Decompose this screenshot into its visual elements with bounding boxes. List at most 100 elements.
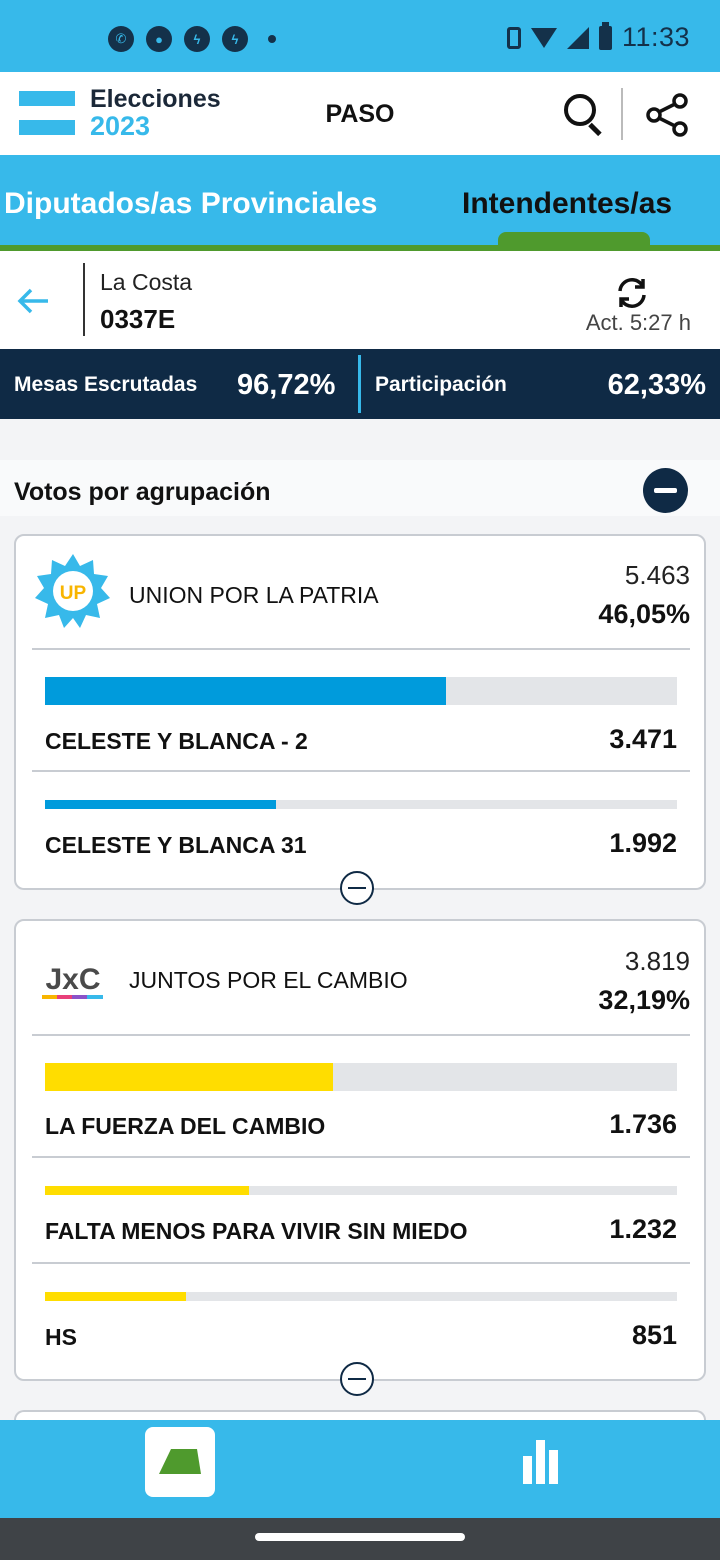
header-divider [621, 88, 623, 140]
logo-line2: 2023 [90, 111, 151, 141]
juntos-por-el-cambio-logo: JxC [34, 937, 112, 1015]
participacion-value: 62,33% [607, 369, 706, 401]
mesas-label: Mesas Escrutadas [14, 373, 198, 396]
signal-icon [566, 26, 589, 49]
nav-stats-button[interactable] [520, 1440, 560, 1484]
wifi-icon [530, 27, 557, 48]
location-name: La Costa [100, 269, 193, 295]
refresh-icon [618, 278, 646, 308]
collapse-card-button[interactable] [340, 1362, 374, 1396]
participacion-label: Participación [375, 373, 507, 396]
location-bar: La Costa 0337E Act. 5:27 h [0, 251, 720, 349]
list-item: HS 851 [16, 1292, 706, 1352]
list-bar-fill [45, 1186, 250, 1195]
section-title: Votos por agrupación [14, 478, 271, 506]
bar-chart-icon-bar [549, 1450, 558, 1484]
mesas-value: 96,72% [237, 369, 336, 401]
stats-divider [358, 355, 361, 413]
party-name: JUNTOS POR EL CAMBIO [129, 967, 408, 993]
list-item: CELESTE Y BLANCA - 2 3.471 [16, 677, 706, 767]
card-separator [32, 1034, 690, 1036]
active-tab-indicator [498, 232, 650, 246]
section-header: Votos por agrupación [0, 460, 720, 516]
ballot-icon [159, 1449, 201, 1474]
list-name: HS [45, 1324, 77, 1350]
search-icon [564, 94, 596, 126]
list-bar-track [45, 800, 677, 809]
union-por-la-patria-logo: UP [34, 552, 112, 630]
whatsapp-icon: ✆ [108, 26, 134, 52]
nav-votes-button[interactable] [145, 1427, 215, 1497]
list-bar-fill [45, 1063, 333, 1091]
vibrate-icon [506, 26, 521, 49]
list-name: CELESTE Y BLANCA - 2 [45, 728, 308, 754]
bottom-nav [0, 1420, 720, 1518]
card-separator [32, 1262, 690, 1264]
search-button[interactable] [558, 92, 608, 138]
share-button[interactable] [644, 92, 692, 138]
last-update: Act. 5:27 h [585, 310, 691, 335]
flag-logo-icon [19, 91, 75, 149]
app-logo[interactable]: Elecciones 2023 [90, 86, 221, 140]
list-bar-fill [45, 800, 276, 809]
clock: 11:33 [621, 22, 690, 52]
list-name: FALTA MENOS PARA VIVIR SIN MIEDO [45, 1218, 468, 1244]
status-bar: ✆ ● ϟ ϟ 11:33 [0, 0, 720, 72]
more-notifications-dot [268, 35, 276, 43]
list-name: CELESTE Y BLANCA 31 [45, 832, 307, 858]
card-separator [32, 1156, 690, 1158]
jxc-logo-icon: JxC [42, 963, 103, 999]
app-header: Elecciones 2023 PASO [0, 72, 720, 155]
system-status: 11:33 [506, 21, 690, 53]
list-item: CELESTE Y BLANCA 31 1.992 [16, 800, 706, 860]
sun-logo-icon: UP [35, 554, 110, 628]
card-separator [32, 648, 690, 650]
search-icon-handle [588, 122, 602, 137]
back-button[interactable] [14, 281, 54, 321]
logo-line1: Elecciones [90, 85, 221, 113]
battery-icon [598, 21, 612, 50]
messenger-icon: ϟ [184, 26, 210, 52]
collapse-card-button[interactable] [340, 871, 374, 905]
party-logo-text: JxC [45, 963, 100, 996]
system-nav-bar [0, 1518, 720, 1560]
tab-diputados[interactable]: Diputados/as Provinciales [4, 187, 378, 220]
party-percent: 46,05% [598, 599, 690, 629]
tabs-underline [0, 245, 720, 251]
party-percent: 32,19% [598, 985, 690, 1015]
tab-intendentes[interactable]: Intendentes/as [462, 187, 673, 220]
home-gesture-bar[interactable] [255, 1533, 465, 1541]
list-name: LA FUERZA DEL CAMBIO [45, 1113, 326, 1139]
refresh-button[interactable] [612, 273, 652, 313]
party-card[interactable]: JxC JUNTOS POR EL CAMBIO 3.819 32,19% LA… [14, 919, 706, 1396]
party-votes: 5.463 [624, 560, 690, 590]
category-tabs: Diputados/as Provinciales Intendentes/as [0, 155, 720, 251]
list-votes: 851 [631, 1320, 677, 1350]
notification-icons: ✆ ● ϟ ϟ [108, 26, 276, 52]
list-votes: 1.736 [609, 1109, 677, 1139]
list-item: FALTA MENOS PARA VIVIR SIN MIEDO 1.232 [16, 1186, 706, 1246]
share-icon [646, 93, 688, 137]
collapse-section-button[interactable] [643, 468, 688, 513]
messenger-icon: ϟ [222, 26, 248, 52]
party-votes: 3.819 [624, 946, 690, 976]
party-logo-text: UP [60, 583, 87, 604]
list-bar-track [45, 1063, 677, 1091]
list-item: LA FUERZA DEL CAMBIO 1.736 [16, 1063, 706, 1153]
party-card[interactable]: UP UNION POR LA PATRIA 5.463 46,05% CELE… [14, 534, 706, 905]
list-bar-track [45, 1186, 677, 1195]
list-bar-fill [45, 1292, 186, 1301]
chat-icon: ● [146, 26, 172, 52]
list-bar-fill [45, 677, 447, 705]
location-code: 0337E [100, 304, 176, 334]
bar-chart-icon-bar [536, 1440, 545, 1484]
list-bar-track [45, 1292, 677, 1301]
list-votes: 1.992 [609, 828, 677, 858]
party-name: UNION POR LA PATRIA [129, 582, 379, 608]
list-bar-track [45, 677, 677, 705]
list-votes: 1.232 [609, 1214, 677, 1244]
list-votes: 3.471 [609, 724, 677, 754]
card-separator [32, 770, 690, 772]
arrow-left-icon [17, 288, 48, 314]
stats-bar: Mesas Escrutadas 96,72% Participación 62… [0, 349, 720, 419]
